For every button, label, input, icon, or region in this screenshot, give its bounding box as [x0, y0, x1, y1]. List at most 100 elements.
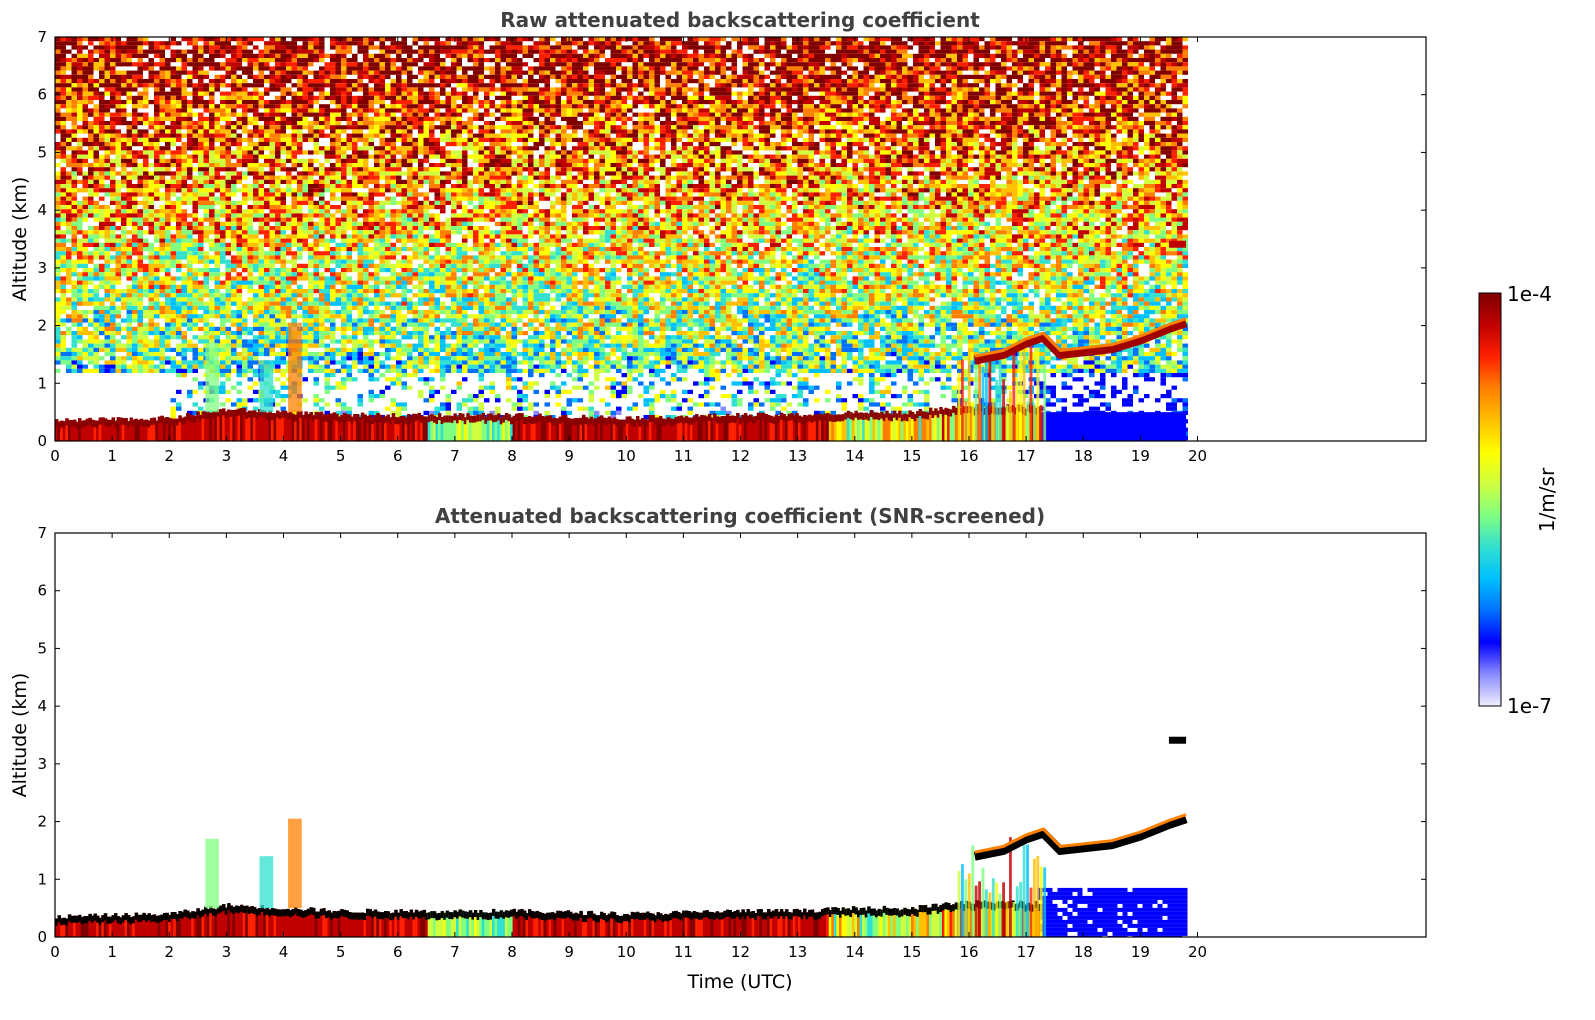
heatmap-cell	[341, 272, 347, 277]
heatmap-cell	[368, 142, 374, 147]
heatmap-cell	[319, 45, 325, 50]
heatmap-cell	[390, 184, 396, 189]
heatmap-cell	[269, 255, 275, 260]
heatmap-cell	[418, 280, 424, 285]
heatmap-cell	[236, 343, 242, 348]
heatmap-cell	[297, 104, 303, 109]
heatmap-cell	[264, 79, 270, 84]
heatmap-cell	[181, 163, 187, 168]
heatmap-cell	[363, 318, 369, 323]
heatmap-cell	[170, 108, 176, 113]
heatmap-cell	[247, 196, 253, 201]
heatmap-cell	[368, 347, 374, 352]
heatmap-cell	[93, 133, 99, 138]
heatmap-cell	[407, 263, 413, 268]
heatmap-cell	[363, 305, 369, 310]
heatmap-cell	[418, 221, 424, 226]
heatmap-cell	[77, 276, 83, 281]
heatmap-cell	[308, 37, 314, 42]
heatmap-cell	[214, 133, 220, 138]
heatmap-cell	[132, 364, 138, 369]
heatmap-cell	[121, 49, 127, 54]
heatmap-cell	[407, 167, 413, 172]
heatmap-cell	[324, 310, 330, 315]
heatmap-cell	[220, 79, 226, 84]
heatmap-cell	[302, 116, 308, 121]
heatmap-cell	[330, 230, 336, 235]
heatmap-cell	[341, 406, 347, 411]
heatmap-cell	[396, 53, 402, 58]
heatmap-cell	[55, 331, 61, 336]
heatmap-cell	[253, 326, 259, 331]
heatmap-cell	[324, 389, 330, 394]
heatmap-cell	[93, 226, 99, 231]
heatmap-cell	[258, 83, 264, 88]
heatmap-cell	[225, 398, 231, 403]
heatmap-cell	[115, 150, 121, 155]
heatmap-cell	[66, 104, 72, 109]
heatmap-cell	[126, 142, 132, 147]
heatmap-cell	[396, 402, 402, 407]
heatmap-cell	[418, 352, 424, 357]
heatmap-cell	[198, 184, 204, 189]
heatmap-cell	[313, 381, 319, 386]
heatmap-cell	[346, 179, 352, 184]
heatmap-cell	[236, 381, 242, 386]
heatmap-cell	[335, 116, 341, 121]
heatmap-cell	[297, 95, 303, 100]
heatmap-cell	[269, 305, 275, 310]
heatmap-cell	[335, 104, 341, 109]
heatmap-cell	[66, 112, 72, 117]
heatmap-cell	[132, 83, 138, 88]
heatmap-cell	[110, 280, 116, 285]
heatmap-cell	[242, 331, 248, 336]
heatmap-cell	[357, 230, 363, 235]
heatmap-cell	[390, 200, 396, 205]
heatmap-cell	[258, 70, 264, 75]
heatmap-cell	[390, 41, 396, 46]
heatmap-cell	[115, 188, 121, 193]
heatmap-cell	[192, 259, 198, 264]
heatmap-cell	[308, 87, 314, 92]
heatmap-cell	[115, 158, 121, 163]
heatmap-cell	[368, 238, 374, 243]
heatmap-cell	[368, 66, 374, 71]
heatmap-cell	[269, 322, 275, 327]
heatmap-cell	[192, 95, 198, 100]
heatmap-cell	[220, 373, 226, 378]
heatmap-cell	[148, 289, 154, 294]
heatmap-cell	[275, 146, 281, 151]
heatmap-cell	[104, 171, 110, 176]
heatmap-cell	[170, 276, 176, 281]
heatmap-cell	[187, 318, 193, 323]
heatmap-cell	[253, 79, 259, 84]
heatmap-cell	[308, 335, 314, 340]
heatmap-cell	[192, 74, 198, 79]
heatmap-cell	[324, 133, 330, 138]
heatmap-cell	[313, 251, 319, 256]
heatmap-cell	[308, 318, 314, 323]
heatmap-cell	[308, 251, 314, 256]
heatmap-cell	[374, 364, 380, 369]
heatmap-cell	[115, 112, 121, 117]
heatmap-cell	[121, 213, 127, 218]
heatmap-cell	[55, 116, 61, 121]
heatmap-cell	[258, 188, 264, 193]
heatmap-cell	[291, 192, 297, 197]
heatmap-cell	[126, 121, 132, 126]
heatmap-cell	[269, 192, 275, 197]
heatmap-cell	[93, 339, 99, 344]
heatmap-cell	[275, 255, 281, 260]
heatmap-cell	[330, 322, 336, 327]
heatmap-cell	[258, 289, 264, 294]
heatmap-cell	[346, 87, 352, 92]
heatmap-cell	[170, 213, 176, 218]
heatmap-cell	[77, 263, 83, 268]
heatmap-cell	[242, 49, 248, 54]
heatmap-cell	[82, 293, 88, 298]
heatmap-cell	[225, 154, 231, 159]
heatmap-cell	[291, 37, 297, 42]
heatmap-cell	[110, 129, 116, 134]
heatmap-cell	[88, 79, 94, 84]
heatmap-cell	[99, 37, 105, 42]
